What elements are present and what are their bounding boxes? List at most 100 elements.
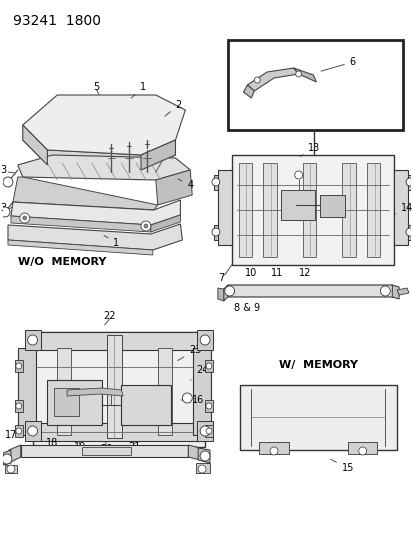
Text: 11: 11 (270, 268, 282, 278)
Bar (15, 360, 23, 372)
Text: 93241  1800: 93241 1800 (13, 14, 101, 28)
Circle shape (16, 363, 22, 369)
Bar (347, 442, 377, 454)
Bar (18, 348, 36, 435)
Circle shape (28, 335, 38, 345)
Polygon shape (293, 68, 316, 82)
Circle shape (199, 426, 209, 436)
Text: 1: 1 (104, 236, 119, 248)
Text: 3: 3 (0, 165, 6, 175)
Text: 13: 13 (299, 143, 320, 157)
Polygon shape (197, 421, 212, 441)
Polygon shape (23, 125, 47, 165)
Bar (302, 163, 316, 257)
Circle shape (254, 77, 260, 83)
Polygon shape (25, 330, 40, 350)
Polygon shape (21, 445, 188, 457)
Bar (204, 400, 212, 412)
Bar (15, 400, 23, 412)
Text: 6: 6 (320, 57, 355, 71)
Circle shape (0, 207, 10, 217)
Circle shape (294, 171, 302, 179)
Text: 5: 5 (93, 82, 100, 92)
Polygon shape (217, 288, 223, 301)
Polygon shape (217, 170, 231, 245)
Bar (121, 385, 170, 425)
Polygon shape (196, 463, 209, 473)
Text: 16: 16 (181, 395, 204, 405)
Text: 2: 2 (164, 100, 181, 116)
Polygon shape (23, 140, 175, 170)
Polygon shape (23, 95, 185, 155)
Text: 17: 17 (5, 430, 17, 440)
Circle shape (405, 178, 413, 186)
Polygon shape (396, 288, 408, 295)
Circle shape (199, 335, 209, 345)
Polygon shape (224, 285, 394, 297)
Polygon shape (8, 240, 152, 255)
Text: 7: 7 (218, 273, 224, 283)
Bar (280, 190, 315, 220)
Circle shape (198, 465, 206, 473)
Text: 12: 12 (299, 268, 311, 278)
Circle shape (405, 228, 413, 236)
Bar (259, 442, 288, 454)
Text: 18: 18 (46, 438, 58, 448)
Circle shape (23, 216, 27, 220)
Circle shape (224, 286, 234, 296)
Circle shape (380, 286, 389, 296)
Circle shape (16, 428, 22, 434)
Circle shape (206, 428, 211, 434)
Polygon shape (197, 330, 212, 350)
Bar (204, 425, 212, 437)
Circle shape (16, 403, 22, 409)
Text: 1: 1 (131, 82, 146, 98)
Polygon shape (214, 175, 217, 190)
Circle shape (141, 221, 150, 231)
Text: 19: 19 (74, 442, 86, 452)
Circle shape (7, 465, 15, 473)
Bar (33, 332, 204, 447)
Bar (341, 163, 355, 257)
Bar (320, 195, 344, 217)
Text: 4: 4 (178, 179, 193, 190)
Circle shape (269, 447, 277, 455)
Polygon shape (5, 465, 17, 473)
Polygon shape (11, 200, 180, 225)
Circle shape (211, 228, 219, 236)
Text: 3: 3 (0, 203, 6, 213)
Polygon shape (223, 285, 227, 301)
Text: 23: 23 (178, 345, 201, 360)
Circle shape (199, 451, 209, 461)
Polygon shape (391, 285, 398, 299)
Polygon shape (18, 155, 190, 180)
Bar (227, 40, 402, 130)
Polygon shape (243, 85, 254, 98)
Text: 22: 22 (103, 311, 116, 321)
Polygon shape (9, 445, 21, 463)
Circle shape (358, 447, 366, 455)
Bar (157, 348, 171, 435)
Circle shape (211, 178, 219, 186)
Polygon shape (25, 421, 40, 441)
Bar (15, 425, 23, 437)
Circle shape (144, 224, 147, 228)
Bar (106, 335, 122, 438)
Circle shape (182, 393, 192, 403)
Polygon shape (13, 177, 157, 210)
Text: 21: 21 (128, 442, 140, 452)
Text: 14: 14 (394, 203, 412, 214)
Polygon shape (407, 225, 411, 240)
Text: W/O  MEMORY: W/O MEMORY (18, 257, 106, 267)
Bar (33, 332, 204, 350)
Text: 8 & 9: 8 & 9 (234, 303, 260, 313)
Polygon shape (198, 448, 209, 463)
Text: 20: 20 (100, 444, 112, 454)
Text: 24: 24 (190, 365, 208, 380)
Bar (47, 380, 101, 425)
Circle shape (28, 426, 38, 436)
Polygon shape (150, 215, 180, 232)
Circle shape (295, 71, 301, 77)
Bar (57, 348, 71, 435)
Polygon shape (3, 450, 11, 465)
